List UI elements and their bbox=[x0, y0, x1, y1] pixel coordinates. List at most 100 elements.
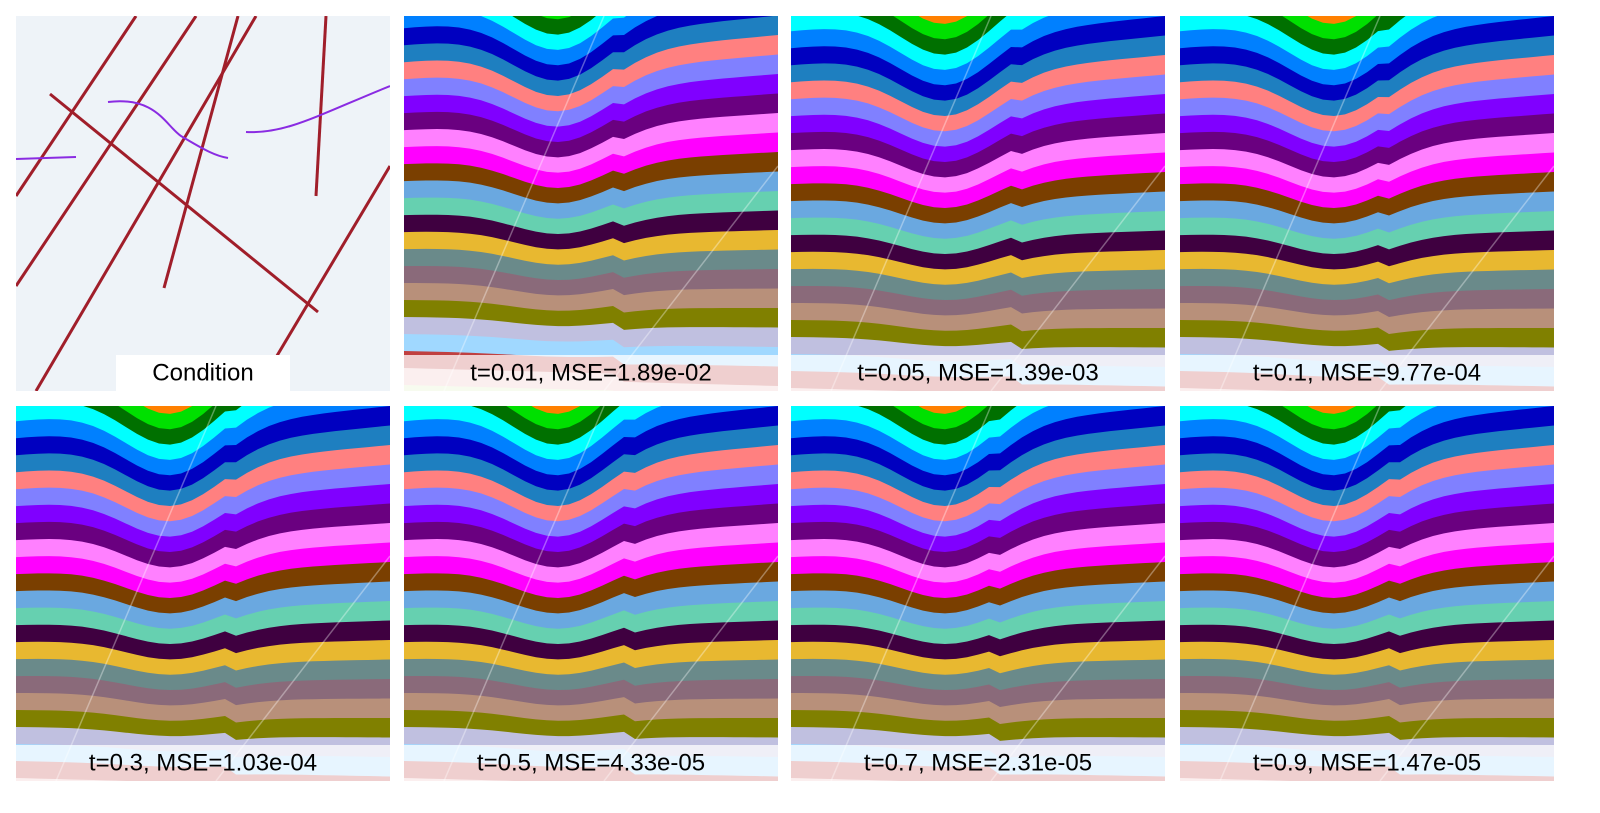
layer bbox=[854, 406, 1018, 446]
layer bbox=[16, 406, 390, 492]
layer bbox=[404, 445, 778, 523]
layer bbox=[404, 317, 778, 349]
layer bbox=[1180, 303, 1554, 335]
fault-line bbox=[1219, 16, 1381, 391]
layer bbox=[16, 523, 390, 584]
layer bbox=[791, 425, 1165, 507]
layer bbox=[1180, 406, 1441, 461]
layer bbox=[791, 250, 1165, 286]
layer bbox=[404, 542, 778, 600]
layer bbox=[116, 406, 214, 431]
fault-line bbox=[49, 92, 319, 314]
layer bbox=[791, 693, 1165, 725]
layer bbox=[404, 230, 778, 266]
layer bbox=[791, 581, 1165, 630]
layer bbox=[1180, 778, 1293, 781]
layer bbox=[16, 795, 390, 813]
layer bbox=[791, 601, 1165, 646]
layer bbox=[404, 406, 665, 461]
fault-line bbox=[162, 16, 240, 289]
layer bbox=[791, 710, 1165, 742]
panel: t=0.5, MSE=4.33e-05 bbox=[404, 406, 778, 781]
caption-box bbox=[791, 745, 1165, 781]
layer bbox=[791, 562, 1165, 615]
layer bbox=[1180, 523, 1554, 584]
layer bbox=[1180, 581, 1554, 630]
caption-box bbox=[1180, 355, 1554, 391]
layer bbox=[791, 0, 1165, 10]
layer bbox=[404, 425, 778, 507]
layer bbox=[16, 710, 390, 741]
layer bbox=[404, 171, 778, 220]
layer bbox=[1180, 0, 1554, 10]
layer bbox=[1180, 191, 1554, 240]
fault-line bbox=[16, 16, 138, 197]
layer bbox=[504, 406, 602, 431]
layer bbox=[1180, 320, 1554, 352]
fault-line bbox=[603, 165, 778, 391]
panel-image bbox=[1180, 0, 1554, 391]
layer bbox=[791, 133, 1165, 194]
fault-line bbox=[603, 555, 778, 781]
layer bbox=[791, 74, 1165, 148]
layer bbox=[404, 132, 778, 190]
layer bbox=[404, 562, 778, 615]
layer bbox=[1180, 94, 1554, 163]
layer bbox=[404, 0, 778, 5]
panel: t=0.9, MSE=1.47e-05 bbox=[1180, 406, 1554, 781]
layer bbox=[404, 113, 778, 174]
panel: t=0.1, MSE=9.77e-04 bbox=[1180, 0, 1554, 391]
layer bbox=[404, 93, 778, 159]
fault-line bbox=[443, 406, 605, 781]
layer bbox=[1243, 406, 1407, 446]
fault-line bbox=[215, 555, 390, 781]
caption: t=0.05, MSE=1.39e-03 bbox=[857, 359, 1099, 386]
layer bbox=[1180, 172, 1554, 225]
caption-box bbox=[791, 355, 1165, 391]
layer bbox=[16, 445, 390, 523]
fault-line bbox=[830, 406, 992, 781]
layer bbox=[791, 35, 1165, 117]
layer bbox=[1180, 484, 1554, 553]
layer bbox=[1180, 503, 1554, 569]
fault-line bbox=[254, 165, 390, 391]
layer bbox=[1180, 562, 1554, 615]
layer bbox=[891, 406, 989, 431]
layer bbox=[404, 620, 778, 661]
layer bbox=[791, 406, 1052, 461]
layer bbox=[79, 406, 243, 446]
layer bbox=[791, 795, 1165, 813]
layer bbox=[404, 778, 517, 781]
layer bbox=[791, 640, 1165, 676]
layer bbox=[1180, 16, 1441, 71]
layer bbox=[404, 523, 778, 584]
layer bbox=[791, 620, 1165, 661]
layer bbox=[16, 620, 390, 661]
layer bbox=[1180, 152, 1554, 210]
layer bbox=[791, 16, 1165, 102]
layer bbox=[854, 16, 1008, 56]
layer bbox=[16, 581, 390, 630]
layer bbox=[1180, 55, 1554, 133]
layer bbox=[16, 601, 390, 646]
layer bbox=[1180, 601, 1554, 646]
layer bbox=[1180, 133, 1554, 194]
layer bbox=[1180, 230, 1554, 271]
layer bbox=[477, 16, 628, 51]
fault-line bbox=[990, 555, 1165, 781]
layer bbox=[891, 16, 989, 41]
caption: t=0.5, MSE=4.33e-05 bbox=[477, 749, 705, 776]
layer bbox=[1280, 16, 1378, 41]
caption: t=0.3, MSE=1.03e-04 bbox=[89, 749, 317, 776]
caption: t=0.01, MSE=1.89e-02 bbox=[470, 359, 712, 386]
layer bbox=[1180, 710, 1554, 741]
caption-box bbox=[404, 745, 778, 781]
layer bbox=[404, 300, 778, 331]
layer bbox=[404, 191, 778, 236]
layer bbox=[404, 74, 778, 143]
layer bbox=[791, 211, 1165, 256]
layer bbox=[404, 54, 778, 128]
horizon-line bbox=[16, 85, 390, 160]
layer bbox=[16, 658, 390, 692]
